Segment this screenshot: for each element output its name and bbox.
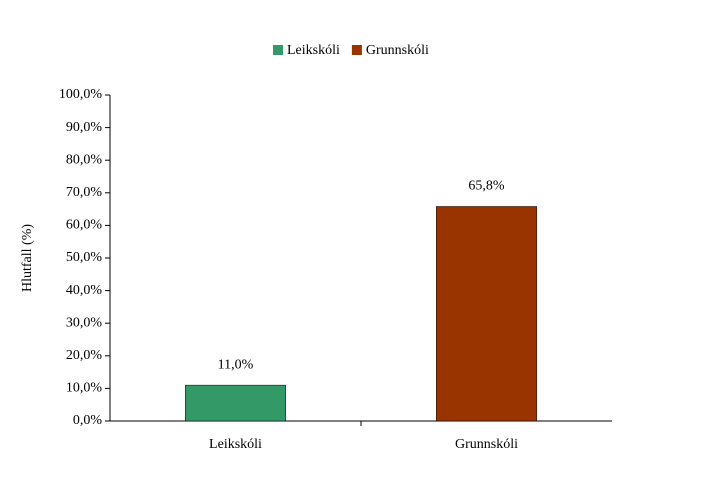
y-tick-label: 40,0%	[66, 283, 103, 298]
y-tick-label: 0,0%	[73, 413, 103, 428]
y-tick-label: 70,0%	[66, 185, 103, 200]
x-tick-label: Leikskóli	[209, 437, 262, 452]
x-tick-label: Grunnskóli	[455, 437, 518, 452]
y-axis-label: Hlutfall (%)	[20, 224, 35, 292]
y-tick-label: 30,0%	[66, 315, 103, 330]
legend-swatch	[273, 45, 283, 55]
y-tick-label: 20,0%	[66, 348, 103, 363]
y-tick-label: 100,0%	[59, 87, 103, 102]
y-tick-label: 60,0%	[66, 218, 103, 233]
bar	[436, 206, 537, 422]
y-tick-label: 50,0%	[66, 250, 103, 265]
y-tick-label: 80,0%	[66, 152, 103, 167]
y-tick-label: 10,0%	[66, 381, 103, 396]
bar	[185, 384, 286, 422]
value-label: 11,0%	[218, 357, 254, 372]
legend-label: Grunnskóli	[366, 43, 429, 58]
y-tick-label: 90,0%	[66, 120, 103, 135]
legend-label: Leikskóli	[287, 43, 340, 58]
value-label: 65,8%	[468, 179, 505, 194]
legend-swatch	[351, 45, 362, 55]
